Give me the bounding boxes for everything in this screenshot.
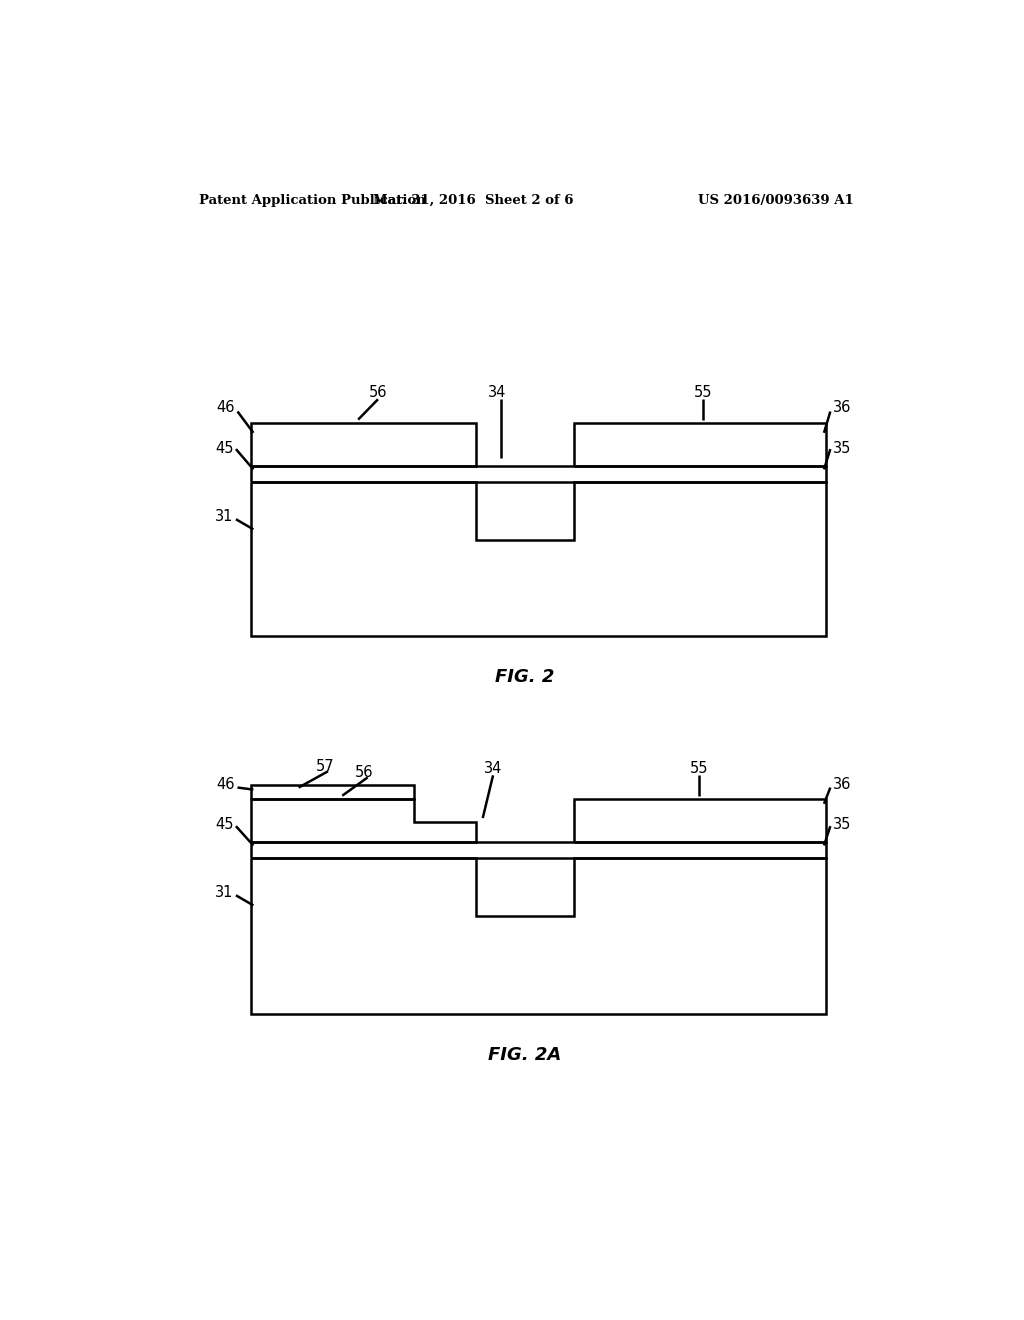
Text: 55: 55	[690, 760, 709, 776]
Text: 56: 56	[369, 384, 387, 400]
Text: 56: 56	[355, 764, 374, 780]
Text: 36: 36	[833, 400, 851, 414]
Text: 31: 31	[215, 884, 233, 900]
Text: 46: 46	[217, 777, 236, 792]
Text: 45: 45	[215, 817, 233, 832]
Text: 31: 31	[215, 508, 233, 524]
Text: 57: 57	[315, 759, 334, 774]
Text: US 2016/0093639 A1: US 2016/0093639 A1	[698, 194, 854, 206]
Text: 34: 34	[484, 760, 502, 776]
Text: FIG. 2: FIG. 2	[496, 668, 554, 686]
Text: 46: 46	[217, 400, 236, 414]
Text: 35: 35	[833, 817, 851, 832]
Text: Mar. 31, 2016  Sheet 2 of 6: Mar. 31, 2016 Sheet 2 of 6	[373, 194, 573, 206]
Text: 55: 55	[694, 384, 713, 400]
Text: FIG. 2A: FIG. 2A	[488, 1045, 561, 1064]
Text: 45: 45	[215, 441, 233, 455]
Text: 34: 34	[487, 384, 506, 400]
Text: 35: 35	[833, 441, 851, 455]
Text: 36: 36	[833, 777, 851, 792]
Text: Patent Application Publication: Patent Application Publication	[200, 194, 426, 206]
